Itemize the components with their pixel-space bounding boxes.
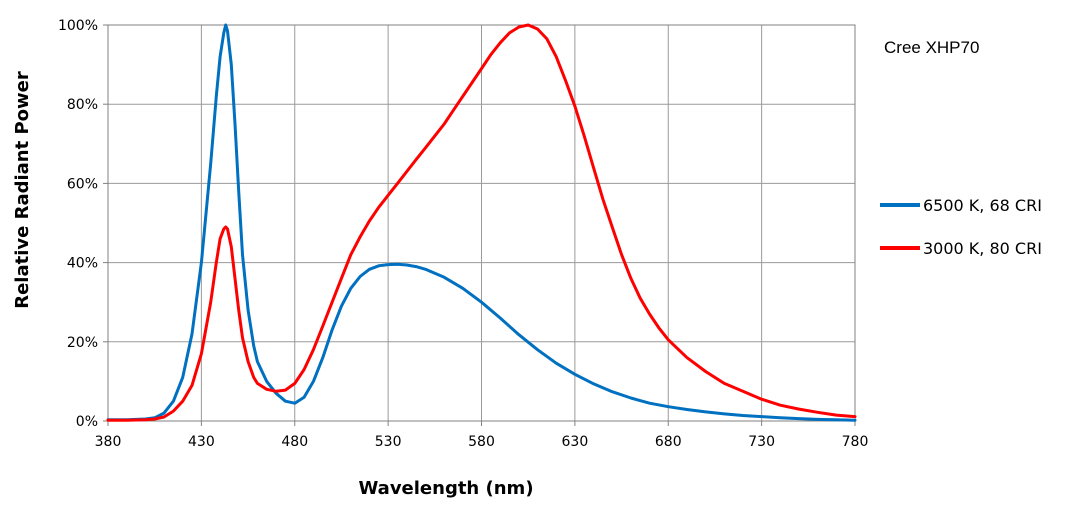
series-6500k-line [106, 23, 857, 422]
legend-label-3000k: 3000 K, 80 CRI [923, 239, 1042, 258]
y-tick-label: 40% [67, 256, 98, 272]
y-tick-label: 20% [67, 335, 98, 351]
y-tick-label: 80% [67, 97, 98, 113]
y-tick-label: 100% [58, 18, 98, 34]
chart-annotation: Cree XHP70 [884, 38, 979, 57]
y-tick-label: 0% [76, 414, 98, 430]
x-tick-label: 580 [468, 434, 495, 450]
x-tick-label: 480 [281, 434, 308, 450]
x-tick-label: 680 [655, 434, 682, 450]
x-tick-label: 630 [562, 434, 589, 450]
x-tick-label: 380 [95, 434, 122, 450]
x-tick-label: 430 [188, 434, 215, 450]
vertical-gridlines [107, 25, 856, 426]
series-lines [106, 23, 857, 422]
legend: 6500 K, 68 CRI 3000 K, 80 CRI [880, 196, 1042, 258]
series-3000k-line [106, 23, 857, 422]
x-tick-label: 530 [375, 434, 402, 450]
y-axis-title: Relative Radiant Power [12, 71, 33, 309]
legend-label-6500k: 6500 K, 68 CRI [923, 196, 1042, 215]
y-tick-labels: 0% 20% 40% 60% 80% 100% [58, 18, 98, 430]
x-tick-label: 730 [748, 434, 775, 450]
plot-frame [107, 24, 856, 422]
x-tick-labels: 380 430 480 530 580 630 680 730 780 [95, 434, 869, 450]
x-tick-label: 780 [842, 434, 869, 450]
y-tick-label: 60% [67, 176, 98, 192]
x-axis-title: Wavelength (nm) [358, 478, 533, 499]
